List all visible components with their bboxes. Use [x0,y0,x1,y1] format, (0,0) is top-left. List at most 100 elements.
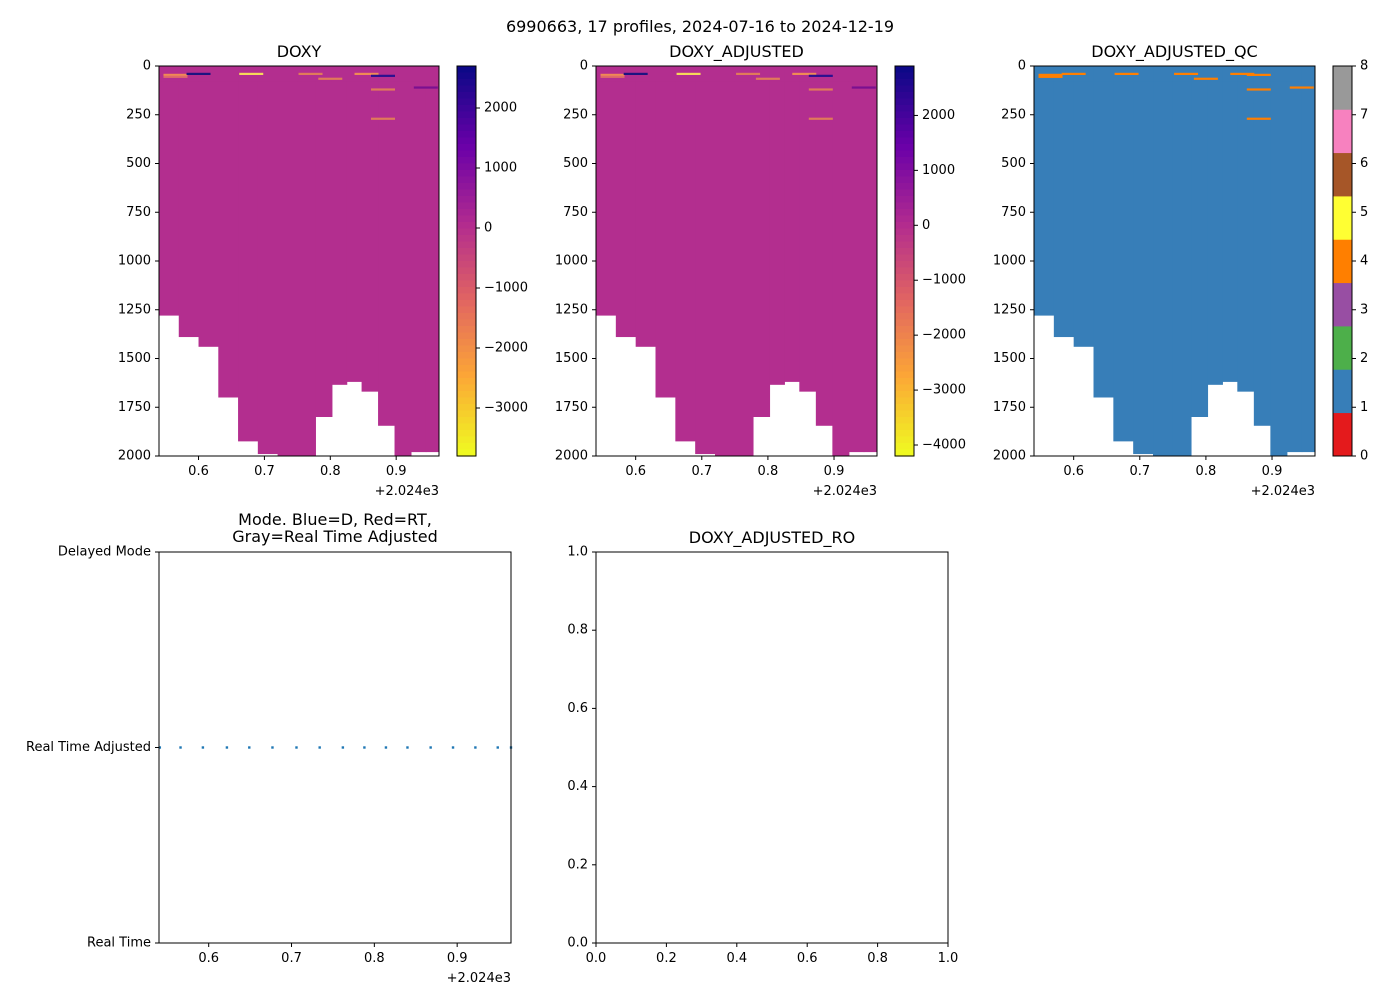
x-tick-label: 0.7 [691,464,712,479]
profile-column [695,66,716,455]
profile-column [218,66,239,398]
colorbar-swatch [895,98,914,106]
qc-streak [1246,117,1271,120]
profile-column [198,66,219,347]
figure-suptitle: 6990663, 17 profiles, 2024-07-16 to 2024… [506,17,894,36]
qc-streak [851,86,876,89]
colorbar-swatch [895,241,914,249]
qc-streak [1061,72,1086,75]
colorbar-swatch [895,306,914,314]
x-tick-label: 0.6 [198,951,219,966]
x-offset-label: +2.024e3 [813,484,877,499]
qc-streak [808,117,833,120]
colorbar-swatch [895,215,914,223]
chart-title: DOXY_ADJUSTED [669,42,804,62]
y-tick-label: 0.0 [567,936,588,951]
colorbar-swatch [457,391,476,399]
colorbar-swatch [895,410,914,418]
profile-column [1207,66,1223,385]
colorbar-swatch [457,241,476,249]
colorbar-swatch [895,209,914,217]
colorbar-swatch [895,371,914,379]
profile-column [425,66,439,453]
colorbar-tick-label: 1000 [484,161,517,176]
colorbar-swatch [457,397,476,405]
colorbar-swatch [457,215,476,223]
colorbar-swatch [895,397,914,405]
colorbar-swatch [895,176,914,184]
qc-streak [371,74,395,77]
colorbar-swatch [895,313,914,321]
x-tick-label: 0.8 [1196,464,1217,479]
y-tick-label: 1.0 [567,545,588,560]
colorbar-swatch [457,248,476,256]
colorbar-tick-label: −1000 [484,281,528,296]
colorbar-swatch [1333,369,1352,414]
data-point [248,746,251,749]
qc-streak [239,72,264,75]
colorbar-swatch [895,293,914,301]
profile-column [1270,66,1288,456]
colorbar-swatch [895,92,914,100]
colorbar-swatch [457,150,476,158]
x-tick-label: 0.7 [281,951,302,966]
qc-streak [792,72,817,75]
profile-column [1301,66,1315,453]
colorbar-swatch [895,248,914,256]
colorbar-swatch [895,449,914,457]
data-point [295,746,298,749]
colorbar-swatch [895,391,914,399]
data-point [179,746,182,749]
profile-column [257,66,279,455]
profile-column [799,66,817,392]
colorbar-frame [894,65,915,457]
colorbar-swatch [1333,152,1352,197]
x-offset-label: +2.024e3 [375,484,439,499]
colorbar-tick-label: −2000 [484,341,528,356]
y-tick-label: 0 [580,59,588,74]
profile-column [715,66,736,456]
profile-column [178,66,200,338]
colorbar-swatch [457,235,476,243]
x-tick-label: 0.9 [1262,464,1283,479]
colorbar: 2000 1000 0 −1000 −2000 −3000 −4000 [894,65,966,457]
colorbar-swatch [895,131,914,139]
y-tick-label: 250 [126,107,151,122]
colorbar-swatch [457,352,476,360]
colorbar-swatch [457,144,476,152]
colorbar-swatch [457,118,476,126]
qc-streak [354,72,379,75]
chart-title: DOXY [277,42,322,61]
colorbar-swatch [895,423,914,431]
colorbar-swatch [895,222,914,230]
profile-column [159,66,180,316]
colorbar-swatch [1333,196,1352,240]
y-tick-label: 2000 [993,449,1026,464]
profile-column [1093,66,1114,398]
colorbar-swatch [457,137,476,145]
profile-column [238,66,259,442]
data-point [363,746,366,749]
colorbar-swatch [457,326,476,334]
colorbar-swatch [1333,109,1352,154]
qc-streak [1114,72,1139,75]
profile-column [815,66,833,426]
colorbar-swatch [895,183,914,191]
chart-title: DOXY_ADJUSTED_RO [689,528,855,548]
y-tick-label: 1750 [118,400,151,415]
profile-column [1222,66,1238,382]
chart-doxy_adjusted_ro: DOXY_ADJUSTED_RO 0.0 0.2 0.4 0.6 0.8 1.0 0.0 0.2… [567,528,958,966]
chart-doxy: DOXY 0.6 0.7 0.8 0.9 +2.024e3 0 250 500 750 1000 12… [118,42,528,499]
colorbar-swatch [895,189,914,197]
x-tick-label: 0.9 [386,464,407,479]
heatmap-body [1034,66,1315,456]
colorbar-swatch [895,137,914,145]
profile-column [1053,66,1075,338]
data-point [406,746,409,749]
profile-column [1286,66,1303,453]
colorbar-swatch [457,410,476,418]
x-offset-label: +2.024e3 [447,971,511,986]
colorbar-swatch [457,170,476,178]
x-tick-label: 0.9 [447,951,468,966]
